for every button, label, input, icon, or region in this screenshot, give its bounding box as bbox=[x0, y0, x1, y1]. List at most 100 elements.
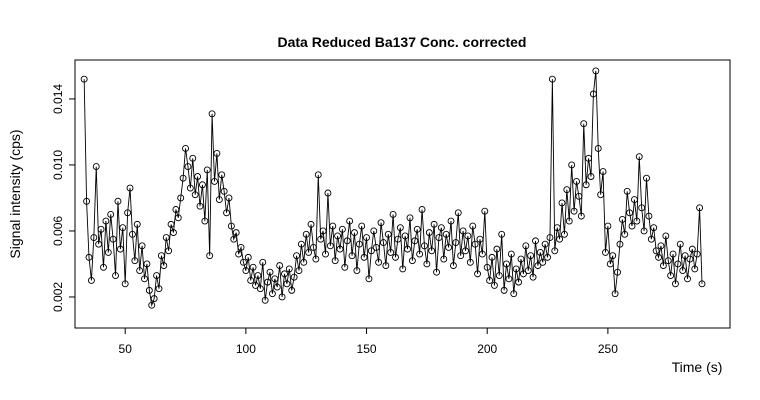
point bbox=[249, 263, 257, 271]
point bbox=[522, 242, 530, 250]
point bbox=[570, 207, 578, 215]
x-tick-label: 200 bbox=[477, 342, 497, 356]
point bbox=[495, 272, 503, 279]
point bbox=[544, 253, 551, 261]
point bbox=[650, 224, 658, 232]
point bbox=[563, 186, 571, 194]
point bbox=[585, 154, 593, 162]
point bbox=[548, 75, 556, 83]
point bbox=[225, 194, 233, 202]
point bbox=[223, 209, 231, 217]
point bbox=[430, 220, 438, 228]
point bbox=[618, 215, 626, 223]
point bbox=[235, 250, 243, 258]
point bbox=[150, 295, 158, 303]
point bbox=[411, 237, 419, 245]
point bbox=[623, 187, 631, 195]
point bbox=[153, 272, 161, 279]
point bbox=[268, 290, 276, 298]
point bbox=[338, 225, 346, 233]
point bbox=[507, 250, 515, 258]
point bbox=[471, 240, 479, 248]
point bbox=[669, 250, 677, 258]
point bbox=[87, 277, 95, 284]
point bbox=[686, 255, 694, 263]
point bbox=[408, 257, 416, 265]
chart-title: Data Reduced Ba137 Conc. corrected bbox=[278, 34, 527, 50]
point bbox=[594, 145, 602, 152]
point bbox=[440, 255, 448, 263]
point bbox=[252, 281, 259, 289]
point bbox=[360, 253, 368, 261]
point bbox=[510, 290, 518, 298]
point bbox=[462, 247, 469, 255]
point bbox=[336, 245, 344, 253]
point bbox=[387, 248, 395, 256]
point bbox=[425, 229, 433, 237]
point bbox=[577, 212, 585, 220]
point bbox=[155, 285, 163, 293]
point bbox=[643, 174, 650, 182]
point bbox=[109, 235, 117, 243]
point bbox=[454, 209, 462, 217]
point bbox=[524, 267, 532, 275]
point bbox=[343, 237, 351, 245]
point bbox=[394, 235, 402, 243]
point bbox=[305, 248, 313, 256]
point bbox=[560, 230, 568, 238]
point bbox=[256, 285, 264, 293]
point bbox=[633, 217, 641, 225]
point bbox=[189, 154, 197, 162]
point bbox=[208, 110, 216, 118]
point bbox=[365, 275, 373, 283]
point bbox=[100, 263, 107, 271]
point bbox=[464, 232, 472, 240]
point bbox=[539, 258, 547, 266]
point bbox=[121, 280, 129, 288]
point bbox=[647, 235, 655, 243]
point bbox=[573, 178, 580, 185]
point bbox=[281, 270, 288, 278]
point bbox=[645, 212, 653, 220]
point bbox=[206, 252, 214, 260]
point bbox=[519, 270, 527, 278]
point bbox=[512, 265, 520, 273]
point bbox=[626, 209, 634, 217]
point bbox=[95, 240, 103, 248]
point bbox=[568, 161, 576, 169]
point bbox=[261, 296, 269, 304]
point bbox=[437, 224, 445, 232]
x-tick-label: 150 bbox=[357, 342, 377, 356]
point bbox=[375, 258, 383, 266]
point bbox=[293, 252, 301, 260]
point bbox=[341, 263, 349, 271]
point bbox=[288, 286, 296, 294]
point bbox=[392, 253, 399, 261]
point bbox=[478, 250, 486, 258]
point bbox=[186, 184, 194, 192]
point bbox=[314, 171, 322, 179]
point bbox=[452, 239, 460, 246]
point bbox=[273, 283, 281, 291]
point bbox=[611, 290, 619, 298]
point bbox=[254, 272, 262, 279]
point bbox=[85, 253, 93, 261]
point bbox=[283, 280, 291, 288]
x-tick-label: 50 bbox=[119, 342, 133, 356]
point bbox=[679, 267, 687, 275]
point bbox=[162, 234, 170, 242]
point bbox=[232, 229, 240, 237]
point bbox=[133, 220, 141, 228]
point bbox=[203, 166, 211, 174]
point bbox=[285, 265, 293, 273]
point bbox=[401, 232, 409, 240]
point bbox=[676, 240, 684, 248]
point bbox=[384, 230, 392, 238]
point bbox=[167, 220, 175, 228]
point bbox=[433, 268, 440, 276]
point bbox=[379, 239, 387, 246]
point bbox=[442, 230, 450, 238]
point bbox=[179, 174, 187, 182]
point bbox=[184, 163, 192, 171]
point bbox=[266, 268, 274, 276]
